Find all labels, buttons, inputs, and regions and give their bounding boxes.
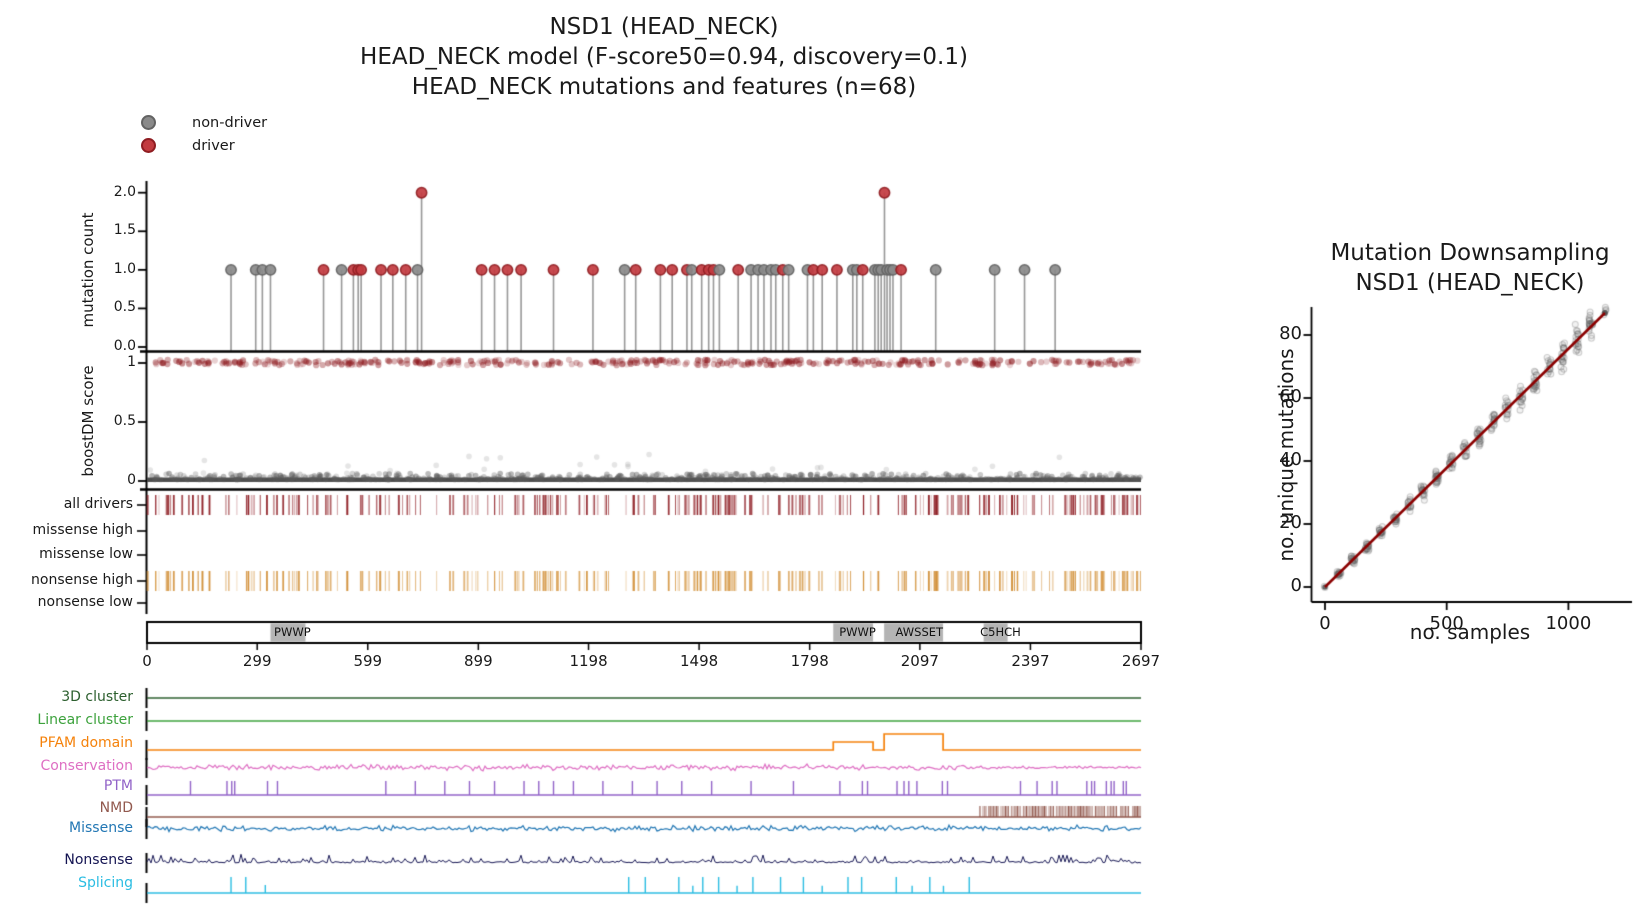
mutation-count-tick-label: 0.0 <box>113 338 136 354</box>
non-driver-marker-icon <box>141 115 156 130</box>
feature-label-PFAM-domain: PFAM domain <box>39 735 133 751</box>
feature-label-PTM: PTM <box>103 778 133 794</box>
x-tick-label: 1498 <box>680 652 719 670</box>
downsampling-title: Mutation Downsampling NSD1 (HEAD_NECK) <box>1280 238 1638 298</box>
x-tick-label: 599 <box>353 652 383 670</box>
boostdm-tick-label: 1 <box>127 354 136 370</box>
domain-label-PWWP: PWWP <box>274 625 311 639</box>
title-line-model: HEAD_NECK model (F-score50=0.94, discove… <box>360 44 968 70</box>
legend-item-driver: driver <box>141 134 267 157</box>
feature-label-Linear-cluster: Linear cluster <box>37 712 133 728</box>
track-label-nonsense-high: nonsense high <box>31 572 133 588</box>
x-tick-label: 299 <box>242 652 272 670</box>
title-line-mutations: HEAD_NECK mutations and features (n=68) <box>411 74 917 100</box>
feature-label-Missense: Missense <box>69 820 133 836</box>
x-tick-label: 1198 <box>569 652 608 670</box>
feature-label-3D-cluster: 3D cluster <box>61 689 133 705</box>
downsampling-y-tick-label: 60 <box>1279 386 1302 407</box>
downsampling-x-tick-label: 500 <box>1429 613 1464 634</box>
downsampling-y-tick-label: 80 <box>1279 323 1302 344</box>
legend: non-driver driver <box>141 111 267 157</box>
domain-label-PWWP: PWWP <box>839 625 876 639</box>
boostdm-tick-label: 0 <box>127 472 136 488</box>
mutation-count-tick-label: 1.0 <box>113 260 136 277</box>
y-axis-label-mutation-count: mutation count <box>79 212 97 328</box>
y-axis-label-boostdm-score: boostDM score <box>79 365 97 477</box>
track-label-missense-low: missense low <box>39 546 133 562</box>
downsampling-y-tick-label: 0 <box>1290 575 1302 596</box>
x-tick-label: 0 <box>142 652 152 670</box>
domain-label-C5HCH: C5HCH <box>980 625 1021 639</box>
track-label-nonsense-low: nonsense low <box>37 594 133 610</box>
title-line-gene: NSD1 (HEAD_NECK) <box>549 14 779 40</box>
legend-label-non-driver: non-driver <box>192 114 268 131</box>
mutation-count-tick-label: 1.5 <box>113 222 136 239</box>
x-tick-label: 899 <box>464 652 493 670</box>
legend-item-non-driver: non-driver <box>141 111 267 134</box>
domain-label-AWSSET: AWSSET <box>895 625 944 639</box>
feature-label-NMD: NMD <box>99 800 133 816</box>
mutation-count-tick-label: 2.0 <box>113 183 136 200</box>
track-label-missense-high: missense high <box>32 522 133 538</box>
downsampling-y-tick-label: 40 <box>1279 449 1302 470</box>
feature-label-Conservation: Conservation <box>40 758 133 774</box>
track-label-all-drivers: all drivers <box>63 496 133 512</box>
x-tick-label: 1798 <box>790 652 829 670</box>
downsampling-x-tick-label: 0 <box>1319 613 1331 634</box>
figure-title: NSD1 (HEAD_NECK) HEAD_NECK model (F-scor… <box>264 12 1064 102</box>
x-tick-label: 2697 <box>1121 652 1161 670</box>
downsampling-x-tick-label: 1000 <box>1545 613 1592 634</box>
downsampling-title-line-1: Mutation Downsampling <box>1330 240 1610 266</box>
mutation-count-tick-label: 0.5 <box>113 299 136 316</box>
downsampling-x-axis-label: no. samples <box>1409 620 1531 644</box>
feature-label-Splicing: Splicing <box>78 875 133 891</box>
legend-label-driver: driver <box>192 137 235 154</box>
downsampling-title-line-2: NSD1 (HEAD_NECK) <box>1355 270 1585 296</box>
x-tick-label: 2397 <box>1011 652 1050 670</box>
x-tick-label: 2097 <box>900 652 939 670</box>
driver-marker-icon <box>141 138 156 153</box>
feature-label-Nonsense: Nonsense <box>64 852 133 868</box>
downsampling-y-tick-label: 20 <box>1279 512 1302 533</box>
boostdm-tick-label: 0.5 <box>113 413 136 429</box>
